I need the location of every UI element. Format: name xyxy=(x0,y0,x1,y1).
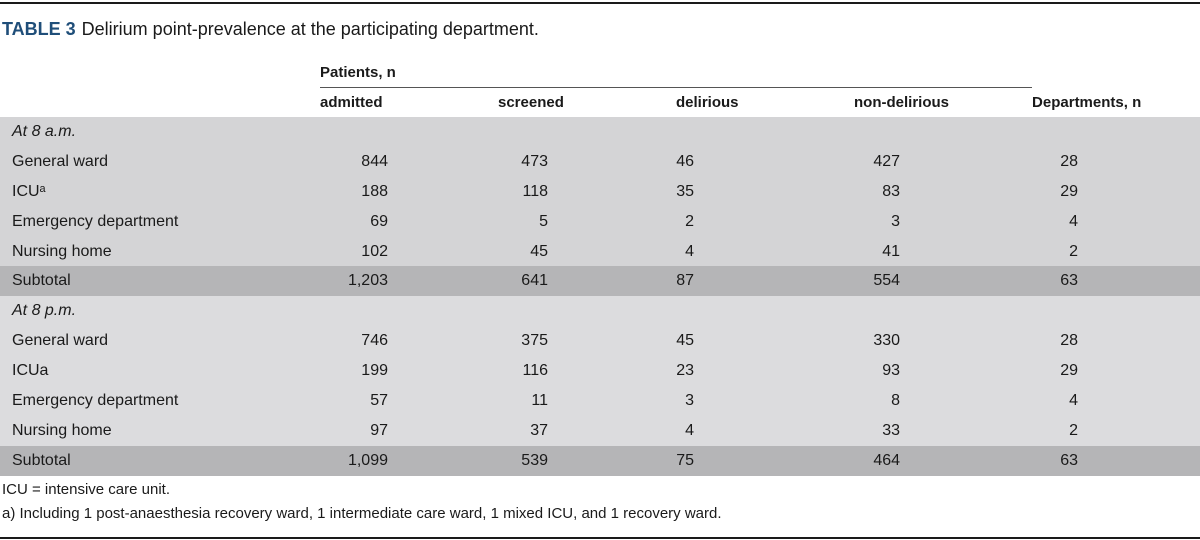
row-label: ICUa xyxy=(0,356,320,387)
cell-screened: 473 xyxy=(498,146,676,177)
cell-screened: 5 xyxy=(498,206,676,237)
prevalence-table: Patients, n admitted screened delirious … xyxy=(0,58,1200,476)
row-label: Subtotal xyxy=(0,266,320,297)
cell-screened: 11 xyxy=(498,386,676,416)
cell-non-delirious: 83 xyxy=(854,176,1033,207)
cell-delirious: 35 xyxy=(676,176,854,207)
cell-non-delirious: 8 xyxy=(854,386,1033,416)
cell-departments: 2 xyxy=(1032,415,1200,446)
cell-admitted: 844 xyxy=(320,146,498,177)
cell-screened: 37 xyxy=(498,415,676,446)
row-label: Nursing home xyxy=(0,415,320,446)
cell-non-delirious: 464 xyxy=(854,445,1033,476)
cell-departments: 29 xyxy=(1032,176,1200,207)
row-label: General ward xyxy=(0,326,320,357)
cell-admitted: 199 xyxy=(320,356,498,387)
cell-admitted: 188 xyxy=(320,176,498,207)
cell-departments: 29 xyxy=(1032,356,1200,387)
cell-screened: 45 xyxy=(498,236,676,267)
table-row: ICUᵃ 188 118 35 83 29 xyxy=(0,176,1200,207)
table-row: Nursing home 102 45 4 41 2 xyxy=(0,236,1200,267)
patients-group-header: Patients, n xyxy=(320,58,1033,88)
cell-departments: 2 xyxy=(1032,236,1200,267)
cell-admitted: 1,203 xyxy=(320,266,498,297)
header-row-group: Patients, n xyxy=(0,58,1200,88)
cell-delirious: 4 xyxy=(676,415,854,446)
cell-delirious: 2 xyxy=(676,206,854,237)
cell-admitted: 1,099 xyxy=(320,445,498,476)
cell-non-delirious: 33 xyxy=(854,415,1033,446)
subtotal-row: Subtotal 1,099 539 75 464 63 xyxy=(0,445,1200,476)
cell-departments: 4 xyxy=(1032,386,1200,416)
section-title: At 8 p.m. xyxy=(0,296,1200,327)
col-screened-header: screened xyxy=(498,94,564,111)
cell-delirious: 4 xyxy=(676,236,854,267)
cell-non-delirious: 427 xyxy=(854,146,1033,177)
cell-delirious: 23 xyxy=(676,356,854,387)
cell-departments: 63 xyxy=(1032,445,1200,476)
section-title-row: At 8 a.m. xyxy=(0,117,1200,147)
row-label: Nursing home xyxy=(0,236,320,267)
col-admitted-header: admitted xyxy=(320,94,383,111)
cell-screened: 116 xyxy=(498,356,676,387)
col-delirious-header: delirious xyxy=(676,94,739,111)
cell-screened: 539 xyxy=(498,445,676,476)
table-row: Nursing home 97 37 4 33 2 xyxy=(0,415,1200,446)
section-title: At 8 a.m. xyxy=(0,117,1200,147)
cell-non-delirious: 554 xyxy=(854,266,1033,297)
bottom-rule xyxy=(0,537,1200,539)
cell-delirious: 3 xyxy=(676,386,854,416)
cell-departments: 28 xyxy=(1032,146,1200,177)
subtotal-row: Subtotal 1,203 641 87 554 63 xyxy=(0,266,1200,297)
table-number: TABLE 3 xyxy=(2,19,76,39)
cell-non-delirious: 3 xyxy=(854,206,1033,237)
col-departments-header: Departments, n xyxy=(1032,93,1142,111)
cell-screened: 375 xyxy=(498,326,676,357)
section-title-row: At 8 p.m. xyxy=(0,296,1200,327)
table-title: Delirium point-prevalence at the partici… xyxy=(81,19,539,39)
footnote-a: a) Including 1 post-anaesthesia recovery… xyxy=(2,505,722,522)
cell-departments: 28 xyxy=(1032,326,1200,357)
table-row: General ward 844 473 46 427 28 xyxy=(0,146,1200,177)
cell-admitted: 57 xyxy=(320,386,498,416)
col-non-delirious-header: non-delirious xyxy=(854,94,949,111)
table-row: Emergency department 57 11 3 8 4 xyxy=(0,386,1200,416)
cell-non-delirious: 93 xyxy=(854,356,1033,387)
row-label: Subtotal xyxy=(0,445,320,476)
table-caption: TABLE 3 Delirium point-prevalence at the … xyxy=(2,19,539,40)
cell-delirious: 87 xyxy=(676,266,854,297)
cell-delirious: 45 xyxy=(676,326,854,357)
row-label: Emergency department xyxy=(0,386,320,416)
cell-delirious: 75 xyxy=(676,445,854,476)
top-rule xyxy=(0,2,1200,4)
cell-admitted: 102 xyxy=(320,236,498,267)
cell-departments: 4 xyxy=(1032,206,1200,237)
section-pm: At 8 p.m. General ward 746 375 45 330 28 ICUa 19… xyxy=(0,296,1200,476)
cell-non-delirious: 41 xyxy=(854,236,1033,267)
cell-screened: 641 xyxy=(498,266,676,297)
cell-non-delirious: 330 xyxy=(854,326,1033,357)
section-am: At 8 a.m. General ward 844 473 46 427 28 ICUᵃ 18… xyxy=(0,117,1200,297)
cell-delirious: 46 xyxy=(676,146,854,177)
row-label: ICUᵃ xyxy=(0,176,320,207)
table-row: General ward 746 375 45 330 28 xyxy=(0,326,1200,357)
cell-departments: 63 xyxy=(1032,266,1200,297)
header-row-columns: admitted screened delirious non-deliriou… xyxy=(0,88,1200,118)
row-label: General ward xyxy=(0,146,320,177)
row-label: Emergency department xyxy=(0,206,320,237)
cell-admitted: 97 xyxy=(320,415,498,446)
cell-admitted: 746 xyxy=(320,326,498,357)
table-row: ICUa 199 116 23 93 29 xyxy=(0,356,1200,387)
table-row: Emergency department 69 5 2 3 4 xyxy=(0,206,1200,237)
footnote-abbrev: ICU = intensive care unit. xyxy=(2,481,170,498)
cell-admitted: 69 xyxy=(320,206,498,237)
cell-screened: 118 xyxy=(498,176,676,207)
